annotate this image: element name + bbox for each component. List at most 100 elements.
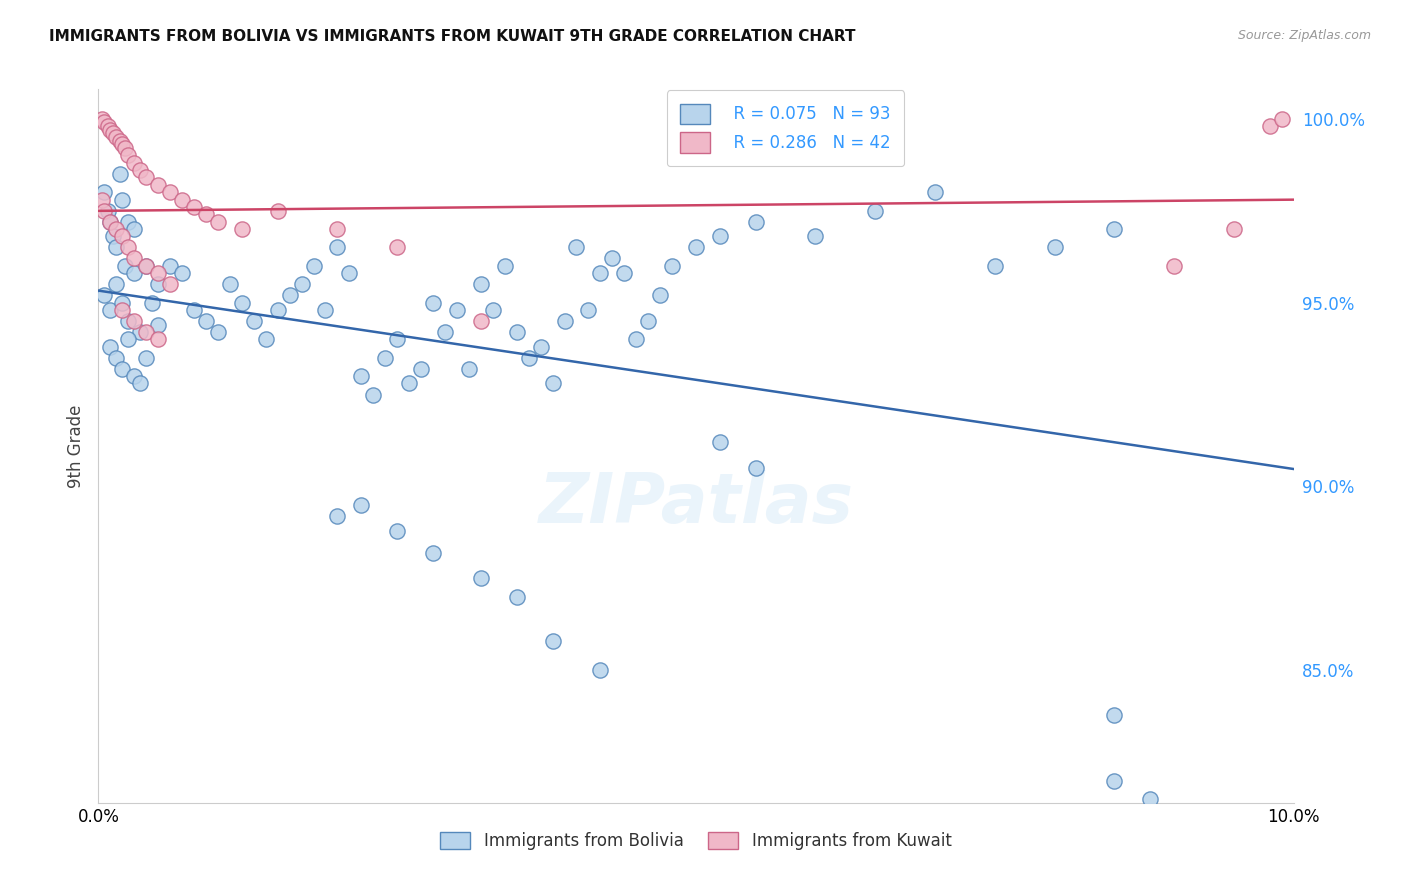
Point [117,332,139,346]
Point [470,314,492,328]
Point [326,240,349,254]
Point [114,259,136,273]
Point [554,314,576,328]
Point [97,119,120,133]
Point [93,288,115,302]
Point [363,387,385,401]
Point [124,266,146,280]
Point [267,203,290,218]
Point [105,222,128,236]
Y-axis label: 9th Grade: 9th Grade [66,404,84,488]
Point [924,185,946,199]
Point [98,214,122,228]
Point [129,163,152,178]
Point [267,302,290,317]
Point [231,222,253,236]
Point [93,185,115,199]
Point [195,314,218,328]
Point [101,229,124,244]
Point [1043,240,1066,254]
Point [124,369,146,384]
Text: IMMIGRANTS FROM BOLIVIA VS IMMIGRANTS FROM KUWAIT 9TH GRADE CORRELATION CHART: IMMIGRANTS FROM BOLIVIA VS IMMIGRANTS FR… [49,29,856,44]
Point [709,435,731,450]
Point [291,277,314,292]
Point [207,325,229,339]
Point [111,137,134,152]
Point [124,252,146,266]
Point [117,214,139,228]
Point [1271,112,1294,126]
Point [108,134,131,148]
Point [98,122,122,136]
Point [398,376,420,391]
Point [243,314,266,328]
Point [148,277,170,292]
Point [745,461,768,475]
Point [124,155,146,169]
Point [117,148,139,162]
Point [1223,222,1246,236]
Point [159,259,181,273]
Point [91,112,114,126]
Point [709,229,731,244]
Point [530,340,553,354]
Point [1258,119,1281,133]
Point [506,325,529,339]
Point [541,634,564,648]
Point [422,295,444,310]
Point [183,200,205,214]
Point [350,369,373,384]
Point [1104,222,1126,236]
Point [326,508,349,523]
Point [339,266,361,280]
Point [685,240,707,254]
Point [984,259,1007,273]
Point [374,351,396,365]
Point [105,130,128,145]
Point [129,376,152,391]
Point [135,259,157,273]
Point [148,178,170,192]
Point [111,193,134,207]
Text: Source: ZipAtlas.com: Source: ZipAtlas.com [1237,29,1371,42]
Point [159,185,181,199]
Point [589,266,612,280]
Point [148,266,170,280]
Point [148,318,170,332]
Point [602,252,624,266]
Point [1163,259,1185,273]
Point [172,193,194,207]
Point [541,376,564,391]
Point [326,222,349,236]
Point [613,266,636,280]
Point [91,193,114,207]
Point [385,240,409,254]
Point [446,302,468,317]
Point [804,229,827,244]
Point [98,302,122,317]
Point [124,314,146,328]
Point [129,325,152,339]
Point [108,167,131,181]
Point [506,590,529,604]
Point [565,240,588,254]
Point [111,302,134,317]
Point [650,288,672,302]
Point [98,340,122,354]
Point [124,222,146,236]
Point [745,214,768,228]
Point [661,259,683,273]
Point [207,214,229,228]
Point [1104,773,1126,788]
Point [117,240,139,254]
Point [385,524,409,538]
Point [458,361,481,376]
Point [626,332,648,346]
Point [98,214,122,228]
Point [105,277,128,292]
Point [494,259,516,273]
Point [231,295,253,310]
Text: ZIPatlas: ZIPatlas [538,469,853,537]
Point [135,170,157,185]
Point [278,288,301,302]
